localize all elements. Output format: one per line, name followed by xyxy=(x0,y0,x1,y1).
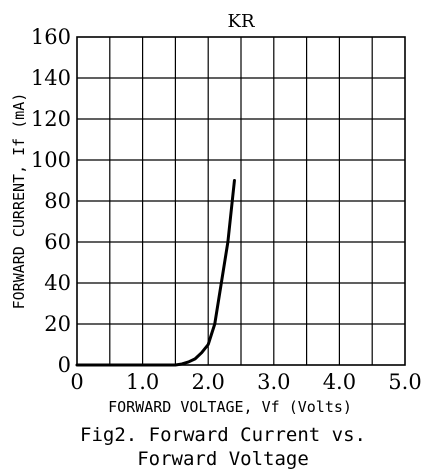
x-tick-label: 1.0 xyxy=(126,370,159,394)
x-tick-label: 0 xyxy=(70,370,83,394)
caption-line-1: Fig2. Forward Current vs. xyxy=(80,424,366,446)
y-tick-label: 40 xyxy=(44,271,71,295)
x-tick-labels: 0 1.0 2.0 3.0 4.0 5.0 xyxy=(70,370,421,394)
y-tick-labels: 0 20 40 60 80 100 120 140 160 xyxy=(31,25,71,377)
y-axis-label: FORWARD CURRENT, If (mA) xyxy=(10,93,28,310)
y-tick-label: 140 xyxy=(31,66,71,90)
x-axis-label: FORWARD VOLTAGE, Vf (Volts) xyxy=(108,398,352,416)
x-tick-label: 3.0 xyxy=(257,370,290,394)
x-tick-label: 5.0 xyxy=(388,370,421,394)
x-tick-label: 4.0 xyxy=(323,370,356,394)
x-tick-label: 2.0 xyxy=(191,370,224,394)
grid xyxy=(77,37,405,365)
curve-layer xyxy=(75,179,236,367)
y-tick-label: 60 xyxy=(44,230,71,254)
y-tick-label: 100 xyxy=(31,148,71,172)
chart-title: KR xyxy=(228,11,255,32)
caption-line-2: Forward Voltage xyxy=(137,448,309,470)
y-tick-label: 120 xyxy=(31,107,71,131)
y-tick-label: 80 xyxy=(44,189,71,213)
plot-frame xyxy=(76,36,406,366)
y-tick-label: 20 xyxy=(44,312,71,336)
y-tick-label: 0 xyxy=(58,353,71,377)
series-line xyxy=(75,179,236,367)
y-tick-label: 160 xyxy=(31,25,71,49)
